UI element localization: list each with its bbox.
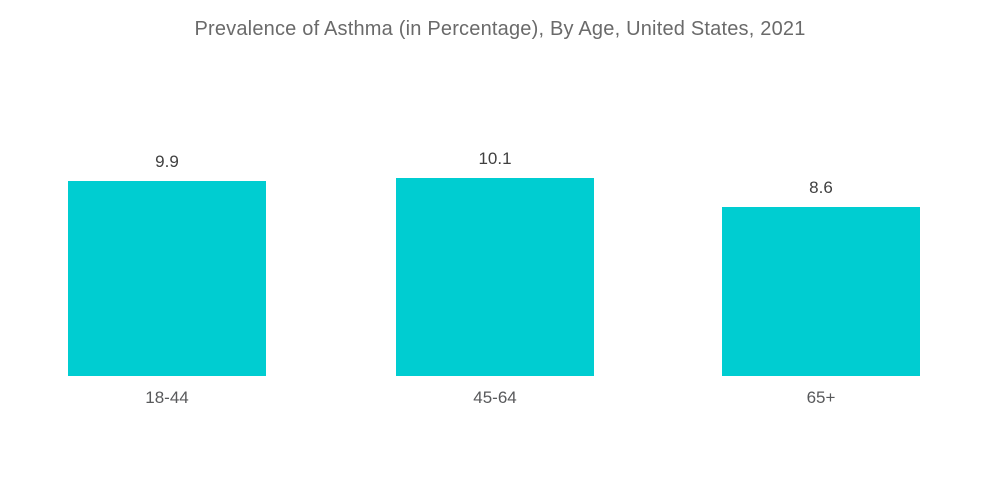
bar: [722, 207, 920, 376]
x-axis-category-label: 45-64: [473, 388, 517, 407]
bar-value-label: 9.9: [155, 152, 179, 171]
bar: [68, 181, 266, 376]
bar-value-label: 10.1: [478, 149, 512, 168]
bar-group-65-plus: 8.6 65+: [722, 178, 920, 406]
chart-title: Prevalence of Asthma (in Percentage), By…: [194, 18, 806, 40]
x-axis-category-label: 65+: [806, 388, 836, 407]
bar-group-18-44: 9.9 18-44: [68, 152, 266, 406]
bar-value-label: 8.6: [809, 178, 833, 197]
plot-area: 9.9 18-44 10.1 45-64 8.6 65+: [68, 149, 920, 406]
bar-group-45-64: 10.1 45-64: [396, 149, 594, 406]
bar: [396, 178, 594, 376]
x-axis-category-label: 18-44: [145, 388, 189, 407]
